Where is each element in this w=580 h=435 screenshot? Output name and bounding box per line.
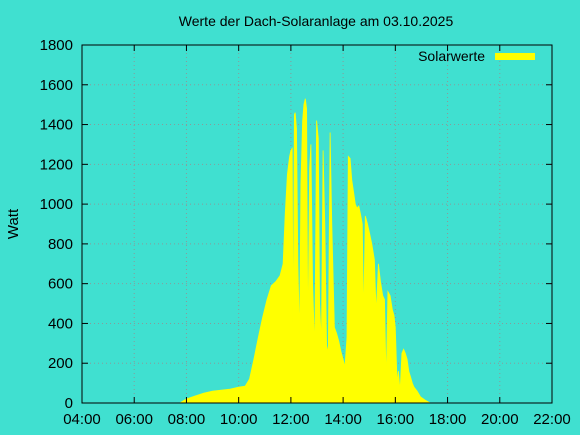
y-tick-label: 200 <box>48 355 73 372</box>
legend-swatch <box>495 53 535 60</box>
chart-title: Werte der Dach-Solaranlage am 03.10.2025 <box>179 13 454 29</box>
y-tick-label: 1600 <box>40 77 73 94</box>
x-tick-label: 20:00 <box>481 411 519 428</box>
legend-label: Solarwerte <box>418 48 485 64</box>
axis-ticks: 04:00 06:00 08:00 10:00 12:00 14:00 16:00 18:00… <box>40 37 571 428</box>
x-tick-label: 22:00 <box>533 411 571 428</box>
y-tick-label: 600 <box>48 276 73 293</box>
x-tick-label: 08:00 <box>168 411 206 428</box>
x-tick-label: 18:00 <box>429 411 467 428</box>
x-tick-label: 10:00 <box>220 411 258 428</box>
y-tick-label: 1800 <box>40 37 73 54</box>
solar-series-area <box>178 98 432 404</box>
plot-frame <box>81 44 553 404</box>
plot-area <box>178 98 432 404</box>
x-tick-label: 04:00 <box>63 411 101 428</box>
x-tick-label: 16:00 <box>377 411 415 428</box>
y-tick-label: 1000 <box>40 196 73 213</box>
x-tick-label: 14:00 <box>324 411 362 428</box>
y-tick-label: 400 <box>48 315 73 332</box>
y-tick-label: 1400 <box>40 117 73 134</box>
x-tick-label: 06:00 <box>115 411 153 428</box>
y-tick-label: 800 <box>48 236 73 253</box>
x-tick-label: 12:00 <box>272 411 310 428</box>
y-tick-label: 0 <box>65 395 73 412</box>
y-axis-label: Watt <box>5 208 22 239</box>
legend: Solarwerte <box>418 48 535 64</box>
y-tick-label: 1200 <box>40 156 73 173</box>
